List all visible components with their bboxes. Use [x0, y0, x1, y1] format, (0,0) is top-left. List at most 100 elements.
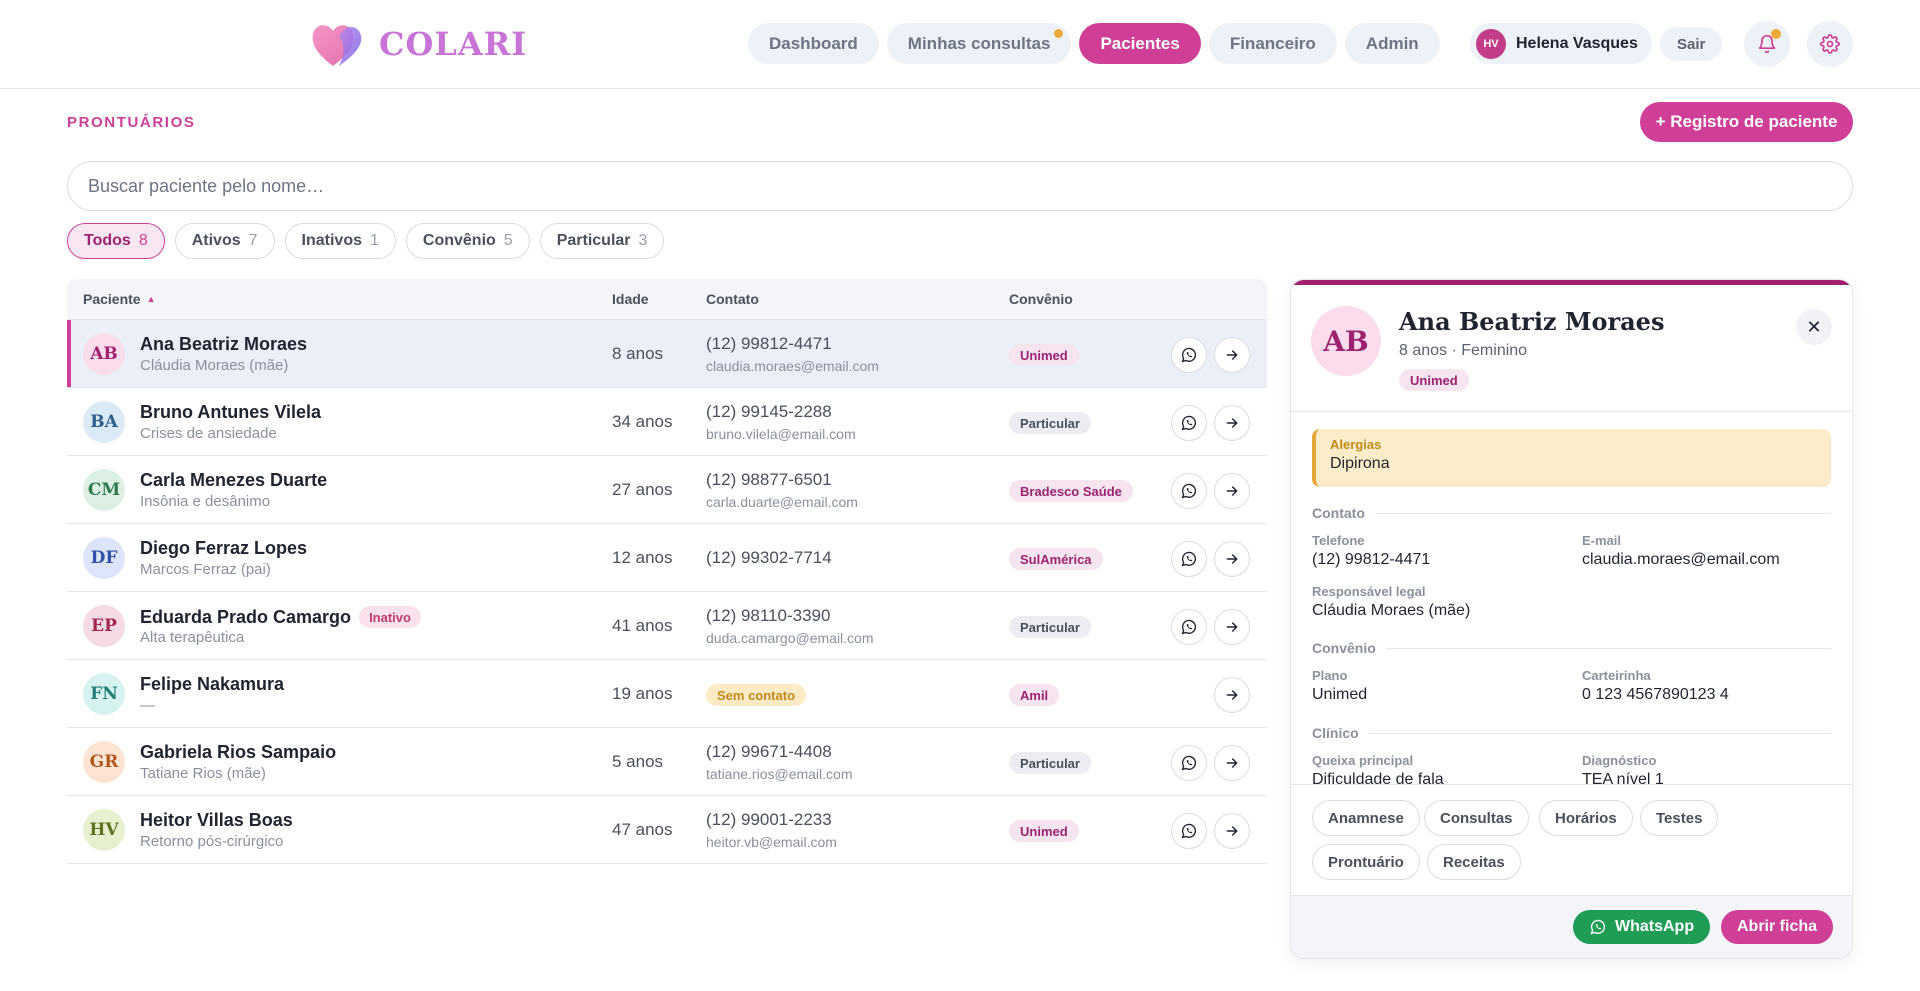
diagnosis-value: TEA nível 1	[1582, 771, 1664, 784]
gear-icon	[1820, 34, 1840, 54]
filter-particular[interactable]: Particular 3	[539, 223, 665, 259]
tab-horarios[interactable]: Horários	[1539, 800, 1633, 836]
settings-button[interactable]	[1807, 21, 1853, 67]
nav-pacientes[interactable]: Pacientes	[1079, 23, 1201, 64]
tab-prontuario[interactable]: Prontuário	[1312, 844, 1420, 880]
patient-email: heitor.vb@email.com	[706, 834, 837, 850]
patient-subtitle: Marcos Ferraz (pai)	[140, 561, 271, 578]
filter-label: Ativos	[191, 232, 241, 249]
column-header-contato[interactable]: Contato	[706, 291, 759, 307]
whatsapp-button[interactable]	[1171, 541, 1207, 577]
logo[interactable]: COLARI	[309, 20, 527, 68]
open-record-button[interactable]	[1214, 473, 1250, 509]
patient-phone: (12) 98877-6501	[706, 470, 832, 489]
patient-phone: (12) 99812-4471	[706, 334, 832, 353]
card-value: 0 123 4567890123 4	[1582, 686, 1729, 703]
patient-subtitle: 8 anos · Feminino	[1399, 342, 1528, 359]
section-title: Clínico	[1312, 725, 1359, 741]
column-header-paciente[interactable]: Paciente ▲	[83, 291, 156, 307]
patient-name: Bruno Antunes Vilela	[140, 402, 322, 422]
open-record-button[interactable]	[1214, 337, 1250, 373]
field-label: Diagnóstico	[1582, 753, 1657, 768]
close-button[interactable]: ✕	[1796, 309, 1832, 345]
patient-detail-panel: AB Ana Beatriz Moraes 8 anos · Feminino …	[1290, 279, 1853, 959]
guardian-value: Cláudia Moraes (mãe)	[1312, 602, 1471, 619]
page-title: PRONTUÁRIOS	[67, 114, 196, 131]
plan-value: Unimed	[1312, 686, 1368, 703]
new-patient-button[interactable]: + Registro de paciente	[1640, 102, 1853, 142]
whatsapp-button[interactable]	[1171, 609, 1207, 645]
whatsapp-button[interactable]	[1171, 405, 1207, 441]
patient-age: 27 anos	[612, 480, 673, 499]
whatsapp-label: WhatsApp	[1615, 918, 1695, 935]
patient-age: 5 anos	[612, 752, 664, 771]
search-input[interactable]	[67, 161, 1853, 211]
filter-todos[interactable]: Todos 8	[67, 223, 165, 259]
column-header-convenio[interactable]: Convênio	[1009, 291, 1073, 307]
whatsapp-icon	[1181, 347, 1196, 363]
insurance-badge: SulAmérica	[1009, 548, 1103, 570]
patient-phone: (12) 99001-2233	[706, 810, 832, 829]
field-label: Queixa principal	[1312, 753, 1414, 768]
insurance-badge: Unimed	[1399, 369, 1469, 391]
table-row[interactable]: BA Bruno Antunes Vilela Crises de ansied…	[67, 388, 1267, 456]
patient-name-group: Eduarda Prado Camargo Inativo	[140, 606, 421, 628]
arrow-right-icon	[1226, 826, 1238, 836]
panel-body[interactable]: Alergias Dipirona Contato Telefone (12) …	[1291, 412, 1852, 784]
column-header-idade[interactable]: Idade	[612, 291, 649, 307]
table-row[interactable]: GR Gabriela Rios Sampaio Tatiane Rios (m…	[67, 728, 1267, 796]
patient-email: tatiane.rios@email.com	[706, 766, 853, 782]
filter-convenio[interactable]: Convênio 5	[405, 223, 530, 259]
table-row[interactable]: FN Felipe Nakamura — 19 anos Sem contato…	[67, 660, 1267, 728]
whatsapp-button[interactable]	[1171, 745, 1207, 781]
avatar: HV	[1476, 28, 1506, 59]
field-label: Carteirinha	[1582, 668, 1651, 683]
patient-subtitle: Alta terapêutica	[140, 629, 245, 646]
filter-count: 5	[503, 232, 513, 249]
arrow-right-icon	[1226, 622, 1238, 632]
open-record-button[interactable]	[1214, 609, 1250, 645]
table-row[interactable]: EP Eduarda Prado Camargo Inativo Alta ter…	[67, 592, 1267, 660]
patient-subtitle: —	[140, 697, 155, 714]
tab-consultas[interactable]: Consultas	[1424, 800, 1529, 836]
open-record-button[interactable]	[1214, 677, 1250, 713]
notifications-button[interactable]	[1744, 21, 1790, 67]
table-row[interactable]: DF Diego Ferraz Lopes Marcos Ferraz (pai…	[67, 524, 1267, 592]
table-row[interactable]: CM Carla Menezes Duarte Insônia e desâni…	[67, 456, 1267, 524]
whatsapp-button[interactable]	[1171, 473, 1207, 509]
user-menu[interactable]: HV Helena Vasques	[1470, 23, 1652, 64]
table-row[interactable]: AB Ana Beatriz Moraes Cláudia Moraes (mã…	[67, 320, 1267, 388]
open-record-button[interactable]	[1214, 745, 1250, 781]
filter-chips: Todos 8 Ativos 7 Inativos 1 Convênio 5 Parti…	[67, 223, 665, 259]
table-row[interactable]: HV Heitor Villas Boas Retorno pós-cirúrg…	[67, 796, 1267, 864]
nav-minhas-consultas[interactable]: Minhas consultas	[886, 23, 1072, 64]
patient-name: Felipe Nakamura	[140, 674, 285, 694]
arrow-right-icon	[1226, 554, 1238, 564]
patient-age: 19 anos	[612, 684, 673, 703]
whatsapp-button[interactable]	[1171, 337, 1207, 373]
patient-email: carla.duarte@email.com	[706, 494, 858, 510]
open-record-button[interactable]	[1214, 813, 1250, 849]
phone-value: (12) 99812-4471	[1312, 551, 1431, 568]
whatsapp-icon	[1181, 823, 1196, 839]
open-record-button[interactable]: Abrir ficha	[1721, 910, 1834, 944]
whatsapp-button[interactable]: WhatsApp	[1573, 910, 1711, 944]
notification-dot	[1054, 29, 1064, 38]
tab-receitas[interactable]: Receitas	[1427, 844, 1521, 880]
panel-tabs: Anamnese Consultas Horários Testes Pront…	[1291, 784, 1852, 895]
patient-subtitle: Retorno pós-cirúrgico	[140, 833, 284, 850]
whatsapp-button[interactable]	[1171, 813, 1207, 849]
open-record-button[interactable]	[1214, 405, 1250, 441]
nav-dashboard[interactable]: Dashboard	[748, 23, 879, 64]
open-record-button[interactable]	[1214, 541, 1250, 577]
filter-ativos[interactable]: Ativos 7	[174, 223, 275, 259]
tab-anamnese[interactable]: Anamnese	[1312, 800, 1420, 836]
tab-testes[interactable]: Testes	[1640, 800, 1719, 836]
logout-button[interactable]: Sair	[1660, 27, 1723, 61]
filter-inativos[interactable]: Inativos 1	[284, 223, 396, 259]
nav-admin[interactable]: Admin	[1344, 23, 1440, 64]
avatar: GR	[83, 741, 125, 783]
nav-financeiro[interactable]: Financeiro	[1208, 23, 1337, 64]
patient-age: 47 anos	[612, 820, 673, 839]
main-nav: Dashboard Minhas consultas Pacientes Fin…	[748, 23, 1440, 64]
